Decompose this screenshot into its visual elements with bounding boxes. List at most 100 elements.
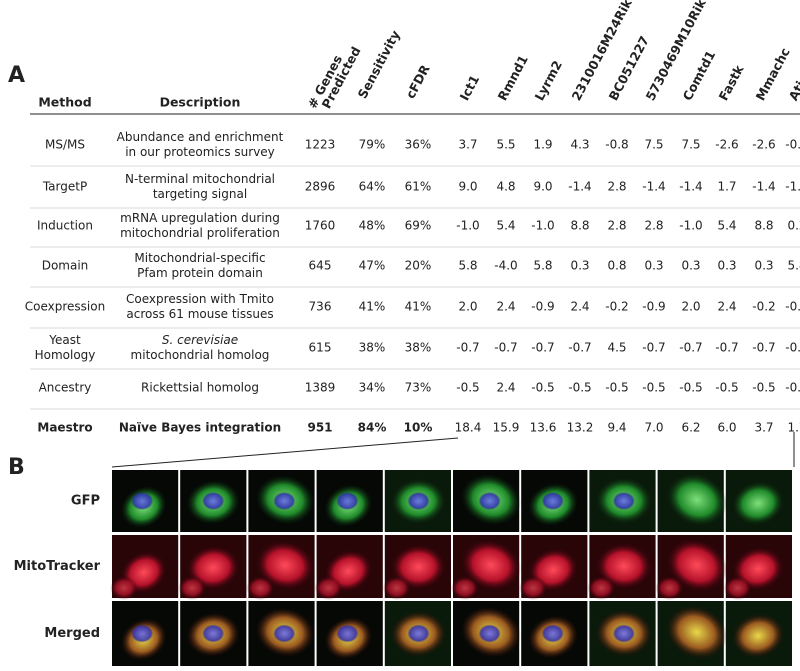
- micrograph: [248, 470, 315, 532]
- description: targeting signal: [153, 187, 247, 201]
- micrograph: [112, 601, 179, 666]
- score: -0.8: [605, 138, 628, 152]
- score: 9.4: [607, 421, 626, 435]
- micrograph: [519, 535, 588, 600]
- score: 2.8: [607, 219, 626, 233]
- cfdr: 10%: [404, 421, 433, 435]
- score: -1.4: [642, 180, 665, 194]
- nucleus: [131, 492, 154, 510]
- description: N-terminal mitochondrial: [125, 172, 275, 186]
- cell: [723, 576, 752, 600]
- nucleus: [612, 624, 635, 643]
- score: 13.6: [530, 421, 557, 435]
- cell: [246, 576, 275, 600]
- score: 1.9: [533, 138, 552, 152]
- gene-header: Lyrm2: [531, 58, 565, 103]
- gene-header: Ict1: [456, 72, 482, 103]
- score: -0.9: [531, 300, 554, 314]
- cell: [587, 576, 616, 600]
- score: -1.0: [531, 219, 554, 233]
- score: 7.5: [681, 138, 700, 152]
- cfdr: 41%: [405, 300, 432, 314]
- cell: [451, 576, 479, 600]
- description: in our proteomics survey: [125, 145, 275, 159]
- score: 7.0: [644, 421, 663, 435]
- score: -0.5: [531, 381, 554, 395]
- genes-predicted: 645: [309, 259, 332, 273]
- score: 1.7: [787, 421, 800, 435]
- method: Maestro: [37, 421, 92, 435]
- micrograph: [453, 470, 521, 532]
- cell: [255, 540, 315, 590]
- method: Coexpression: [25, 300, 105, 314]
- method: Ancestry: [39, 381, 92, 395]
- score: -1.0: [679, 219, 702, 233]
- score: -2.6: [752, 138, 775, 152]
- cfdr: 38%: [405, 341, 432, 355]
- cfdr: 36%: [405, 138, 432, 152]
- score: -0.7: [494, 341, 517, 355]
- score: -0.5: [715, 381, 738, 395]
- score: 0.3: [570, 259, 589, 273]
- micrograph: [521, 601, 588, 666]
- score: -0.7: [456, 341, 479, 355]
- score: -0.2: [605, 300, 628, 314]
- micrograph: [725, 601, 792, 666]
- score: 18.4: [455, 421, 482, 435]
- method: Yeast: [48, 333, 81, 347]
- cell: [666, 605, 728, 659]
- score: 9.0: [533, 180, 552, 194]
- cell: [666, 473, 728, 527]
- micrograph: [521, 470, 588, 532]
- column-header: Description: [160, 95, 241, 110]
- cell: [595, 542, 653, 590]
- cfdr: 73%: [405, 381, 432, 395]
- sensitivity: 64%: [359, 180, 386, 194]
- cell: [732, 481, 785, 526]
- score: -2.6: [715, 138, 738, 152]
- method: TargetP: [42, 180, 87, 194]
- micrograph: [112, 470, 179, 532]
- method: Homology: [35, 348, 96, 362]
- description: across 61 mouse tissues: [126, 307, 273, 321]
- genes-predicted: 1223: [305, 138, 336, 152]
- micrograph: [248, 601, 315, 666]
- score: 2.8: [644, 219, 663, 233]
- score: 8.8: [754, 219, 773, 233]
- micrograph: [384, 470, 451, 532]
- score: 1.7: [717, 180, 736, 194]
- cell: [178, 576, 207, 600]
- score: 5.4: [717, 219, 736, 233]
- micrograph: [316, 601, 383, 666]
- score: -1.0: [456, 219, 479, 233]
- score: 5.8: [458, 259, 477, 273]
- genes-predicted: 615: [309, 341, 332, 355]
- method: Induction: [37, 219, 93, 233]
- score: 6.2: [681, 421, 700, 435]
- score: 5.4: [496, 219, 515, 233]
- cell: [655, 576, 684, 600]
- panel-label: B: [8, 455, 25, 480]
- score: 0.3: [717, 259, 736, 273]
- nucleus: [336, 624, 359, 643]
- sensitivity: 79%: [359, 138, 386, 152]
- nucleus: [612, 492, 635, 510]
- nucleus: [478, 492, 501, 510]
- cfdr: 69%: [405, 219, 432, 233]
- sensitivity: 41%: [359, 300, 386, 314]
- micrograph: [657, 601, 728, 666]
- genes-predicted: 2896: [305, 180, 336, 194]
- micrograph: [382, 535, 451, 600]
- method: Domain: [42, 259, 89, 273]
- score: -0.7: [752, 341, 775, 355]
- micrograph: [725, 470, 792, 532]
- score: -0.2: [752, 300, 775, 314]
- column-header: cFDR: [402, 62, 432, 101]
- sensitivity: 38%: [359, 341, 386, 355]
- description: mRNA upregulation during: [120, 211, 280, 225]
- score: -0.5: [752, 381, 775, 395]
- row-label: MitoTracker: [14, 559, 101, 574]
- score: 0.3: [681, 259, 700, 273]
- micrograph: [587, 535, 656, 600]
